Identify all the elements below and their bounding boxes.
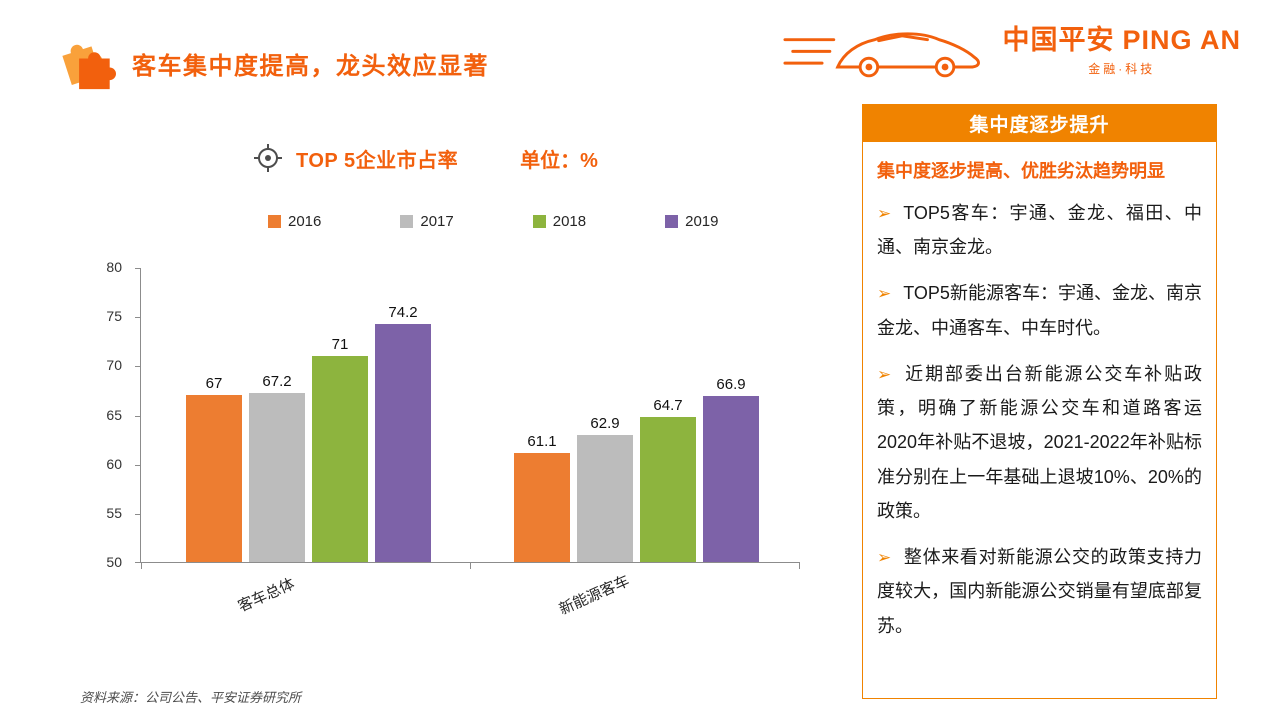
bullet-text: TOP5新能源客车：宇通、金龙、南京金龙、中通客车、中车时代。	[877, 283, 1202, 338]
panel-header: 集中度逐步提升	[863, 105, 1216, 142]
bar-value-label: 67	[205, 374, 223, 392]
bar-value-label: 71	[331, 335, 349, 353]
target-icon	[254, 144, 282, 172]
bar	[703, 395, 759, 562]
bar-column: 62.9	[577, 415, 633, 562]
x-tick-mark	[799, 563, 800, 569]
y-tick-mark	[135, 268, 141, 269]
legend-label: 2017	[420, 213, 454, 230]
panel-subtitle: 集中度逐步提高、优胜劣汰趋势明显	[877, 161, 1165, 181]
bar-column: 61.1	[514, 433, 570, 562]
bar-group: 67 67.2 71 74.2	[186, 304, 431, 562]
bullet-list: ➢ TOP5客车：宇通、金龙、福田、中通、南京金龙。 ➢ TOP5新能源客车：宇通、金…	[877, 196, 1202, 643]
bar	[249, 392, 305, 562]
legend-swatch	[665, 215, 679, 228]
chart-header: TOP 5企业市占率 单位：%	[253, 143, 598, 173]
sports-car-icon	[783, 32, 981, 78]
y-tick-label: 65	[106, 406, 122, 423]
arrow-bullet-icon: ➢	[877, 204, 892, 223]
y-tick-label: 60	[106, 455, 122, 472]
bar	[514, 452, 570, 562]
bar-value-label: 66.9	[716, 375, 746, 393]
pingan-logo-cn: 中国平安	[1002, 24, 1115, 55]
bar-column: 74.2	[375, 304, 431, 562]
x-tick-mark	[470, 563, 471, 569]
legend-item: 2018	[532, 213, 587, 230]
source-note: 资料来源：公司公告、平安证券研究所	[80, 690, 302, 705]
y-tick-label: 80	[106, 259, 122, 275]
panel-bullet: ➢ 近期部委出台新能源公交车补贴政策，明确了新能源公交车和道路客运2020年补贴不…	[877, 357, 1202, 528]
y-tick-mark	[135, 415, 141, 417]
x-axis-labels: 客车总体 新能源客车	[140, 568, 800, 628]
pingan-logo: 中国平安 PING AN 金融·科技	[1002, 18, 1241, 77]
page-title: 客车集中度提高，龙头效应显著	[132, 52, 489, 80]
slide-title-bar: 客车集中度提高，龙头效应显著	[62, 36, 489, 90]
bar-column: 67	[186, 375, 242, 562]
bar-column: 71	[312, 335, 368, 562]
panel-bullet: ➢ TOP5新能源客车：宇通、金龙、南京金龙、中通客车、中车时代。	[877, 276, 1202, 344]
y-tick-label: 50	[106, 554, 122, 570]
chart-title: TOP 5企业市占率	[296, 149, 459, 172]
arrow-bullet-icon: ➢	[877, 364, 892, 384]
bullet-text: 近期部委出台新能源公交车补贴政策，明确了新能源公交车和道路客运2020年补贴不退…	[877, 363, 1202, 521]
legend-swatch	[532, 215, 546, 228]
x-axis-label: 客车总体	[235, 575, 297, 616]
y-tick-mark	[135, 513, 141, 515]
bar	[640, 417, 696, 562]
y-tick-mark	[135, 464, 141, 466]
brand-area: 中国平安 PING AN 金融·科技	[783, 10, 1241, 84]
y-tick-label: 75	[106, 308, 122, 325]
legend-swatch	[400, 215, 414, 228]
legend-label: 2018	[552, 213, 587, 230]
y-tick-mark	[135, 366, 141, 368]
panel-body: 集中度逐步提高、优胜劣汰趋势明显 ➢ TOP5客车：宇通、金龙、福田、中通、南京金…	[863, 142, 1216, 665]
y-tick-mark	[135, 562, 141, 563]
chart-unit-label: 单位：%	[520, 149, 598, 172]
bar	[577, 435, 633, 562]
y-tick-label: 55	[106, 504, 122, 521]
bar-column: 66.9	[703, 376, 759, 562]
arrow-bullet-icon: ➢	[877, 284, 892, 304]
legend-item: 2019	[665, 213, 719, 230]
legend-label: 2016	[288, 213, 322, 230]
bullet-text: 整体来看对新能源公交的政策支持力度较大，国内新能源公交销量有望底部复苏。	[877, 547, 1202, 636]
arrow-bullet-icon: ➢	[877, 548, 892, 568]
bar	[186, 394, 242, 562]
insight-panel: 集中度逐步提升 集中度逐步提高、优胜劣汰趋势明显 ➢ TOP5客车：宇通、金龙、福…	[862, 104, 1217, 699]
bar	[375, 324, 431, 562]
legend-item: 2017	[400, 213, 454, 230]
puzzle-icon	[62, 44, 116, 90]
bar	[312, 355, 368, 562]
bar-value-label: 62.9	[590, 415, 620, 433]
pingan-logo-en: PING AN	[1122, 24, 1241, 55]
x-axis-label: 新能源客车	[556, 572, 632, 619]
legend-item: 2016	[268, 213, 321, 230]
bar-value-label: 64.7	[653, 397, 683, 415]
bar-group: 61.1 62.9 64.7 66.9	[514, 376, 759, 562]
bar-value-label: 67.2	[262, 372, 292, 390]
chart-legend: 2016 2017 2018 2019	[268, 213, 719, 230]
pingan-logo-tagline: 金融·科技	[1088, 61, 1156, 76]
y-tick-label: 70	[106, 357, 122, 374]
bar-value-label: 61.1	[527, 432, 557, 450]
legend-label: 2019	[685, 213, 719, 230]
x-tick-mark	[141, 563, 142, 569]
bar-column: 67.2	[249, 373, 305, 562]
bar-plot: 67 67.2 71 74.2 61.1 62.9 64.7 66.9	[135, 268, 800, 569]
pingan-logo-wordmark: 中国平安 PING AN	[1002, 18, 1241, 57]
bar-value-label: 74.2	[388, 304, 418, 321]
panel-bullet: ➢ 整体来看对新能源公交的政策支持力度较大，国内新能源公交销量有望底部复苏。	[877, 540, 1202, 643]
bar-column: 64.7	[640, 397, 696, 562]
y-tick-mark	[135, 317, 141, 319]
legend-swatch	[268, 215, 281, 228]
bullet-text: TOP5客车：宇通、金龙、福田、中通、南京金龙。	[877, 203, 1202, 258]
chart-area: 50 55 60 65 70 75 80 67 67.2 71 74.2 61.1 62.9 64.7 6…	[106, 259, 800, 618]
y-axis: 50 55 60 65 70 75 80	[86, 259, 132, 570]
panel-bullet: ➢ TOP5客车：宇通、金龙、福田、中通、南京金龙。	[877, 196, 1202, 264]
